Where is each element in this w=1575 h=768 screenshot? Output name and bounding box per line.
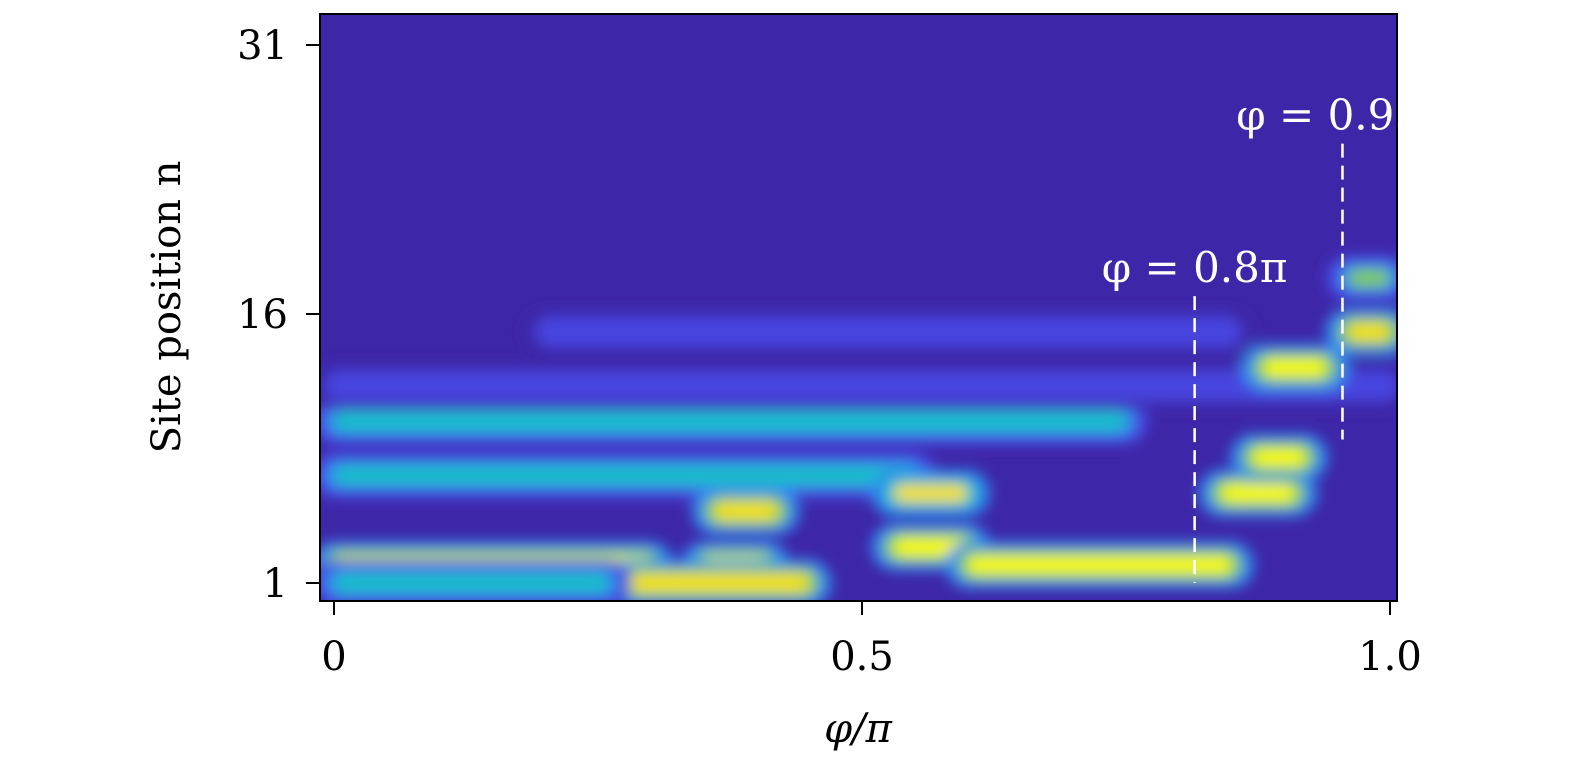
heat-hotspot [1347, 322, 1390, 341]
heat-hotspot [1221, 484, 1295, 503]
heat-band [545, 322, 1232, 341]
heat-hotspot [629, 574, 810, 592]
y-axis-label: Site position n [144, 161, 190, 454]
heat-hotspot [893, 538, 968, 557]
heat-hotspot [1263, 358, 1327, 377]
annotations: φ = 0.8π φ = 0.95π [1102, 91, 1449, 583]
x-axis-label: φ/π [824, 706, 892, 752]
heat-band [334, 376, 1390, 395]
heat-hotspot [1252, 448, 1306, 467]
y-tick-label: 16 [237, 292, 288, 338]
heat-hotspot [714, 502, 778, 521]
x-tick-label: 1.0 [1358, 634, 1422, 680]
heat-hotspot [967, 556, 1232, 575]
y-tick-label: 31 [237, 23, 288, 69]
plot-frame [319, 13, 1398, 602]
heat-hotspot [334, 574, 609, 592]
annotation-label: φ = 0.8π [1102, 243, 1288, 292]
axes: 0 0.5 1.0 1 16 31 [237, 23, 1422, 680]
x-tick-label: 0 [321, 634, 346, 680]
heatmap-cells [320, 254, 1397, 601]
heat-band [334, 412, 1126, 431]
heat-hotspot [1347, 269, 1390, 288]
annotation-label: φ = 0.95π [1236, 91, 1448, 140]
heat-band [334, 466, 915, 485]
x-tick-label: 0.5 [830, 634, 894, 680]
heat-blur-group [320, 254, 1397, 601]
y-tick-label: 1 [263, 561, 288, 607]
heat-hotspot [893, 484, 968, 503]
